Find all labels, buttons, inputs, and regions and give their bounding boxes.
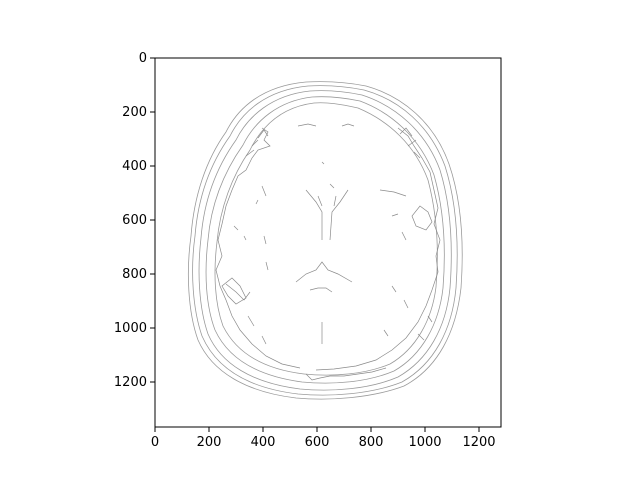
x-axis: 0 200 400 600 800 1000 1200: [151, 427, 496, 450]
image-frame: [154, 57, 502, 428]
x-tick-label: 800: [359, 435, 384, 450]
y-tick-label: 400: [122, 159, 147, 174]
y-tick-label: 800: [122, 267, 147, 282]
y-tick-label: 0: [139, 51, 147, 66]
x-tick-label: 1200: [462, 435, 495, 450]
edge-map-image: [187, 81, 463, 400]
x-tick-label: 600: [305, 435, 330, 450]
y-tick-label: 600: [122, 213, 147, 228]
x-tick-label: 400: [251, 435, 276, 450]
image-area: [155, 58, 501, 427]
y-tick-label: 1200: [114, 375, 147, 390]
y-axis: 0 200 400 600 800 1000 1200: [114, 51, 155, 390]
x-tick-label: 200: [197, 435, 222, 450]
y-tick-label: 1000: [114, 321, 147, 336]
x-tick-label: 0: [151, 435, 159, 450]
y-tick-label: 200: [122, 105, 147, 120]
x-tick-label: 1000: [408, 435, 441, 450]
